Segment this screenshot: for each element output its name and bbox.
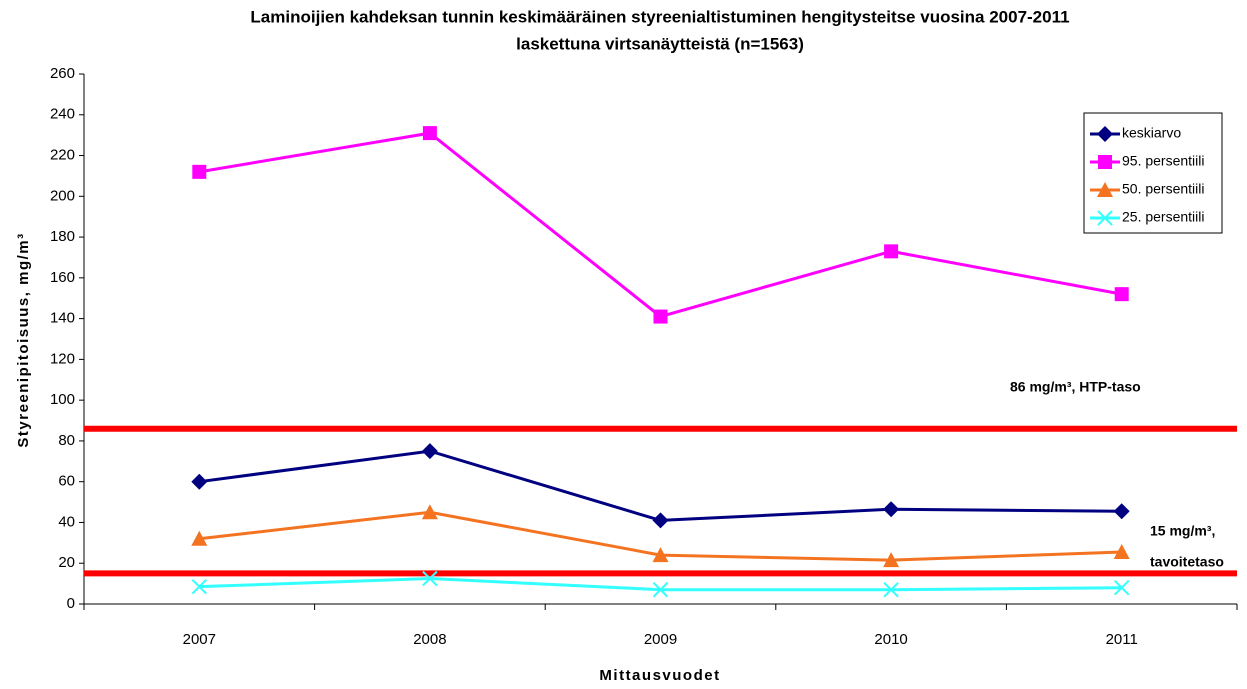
y-tick-label: 180: [50, 228, 75, 245]
marker: [883, 582, 899, 598]
marker: [653, 309, 668, 324]
legend-label: 50. persentiili: [1122, 181, 1205, 197]
marker: [422, 126, 437, 141]
series-line: [199, 131, 1122, 319]
chart-title: laskettuna virtsanäytteistä (n=1563): [516, 34, 804, 53]
marker: [883, 501, 900, 518]
marker: [1113, 544, 1130, 560]
y-tick-label: 200: [50, 187, 75, 204]
y-tick-label: 80: [58, 432, 75, 449]
marker: [1113, 579, 1130, 596]
y-tick-label: 120: [50, 350, 75, 367]
marker: [652, 582, 669, 598]
legend-marker: [1097, 210, 1113, 226]
legend-label: keskiarvo: [1122, 125, 1181, 141]
marker: [883, 552, 900, 568]
series-line: [199, 449, 1122, 522]
x-tick-label: 2007: [183, 631, 216, 648]
y-tick-label: 100: [50, 391, 75, 408]
marker: [421, 443, 438, 460]
y-tick-label: 40: [58, 513, 75, 530]
y-axis-title: Styreenipitoisuus, mg/m³: [15, 232, 32, 447]
x-tick-label: 2011: [1106, 631, 1138, 648]
annotation: tavoitetaso: [1150, 554, 1224, 570]
legend-label: 25. persentiili: [1122, 209, 1205, 225]
marker: [1114, 287, 1129, 302]
marker: [191, 578, 208, 595]
y-tick-label: 220: [50, 147, 75, 164]
y-tick-label: 0: [67, 595, 75, 612]
marker: [884, 244, 899, 259]
marker: [652, 547, 669, 563]
legend-marker: [1097, 126, 1113, 142]
marker: [422, 570, 438, 587]
annotation: 86 mg/m³, HTP-taso: [1010, 379, 1141, 395]
chart-title: Laminoijien kahdeksan tunnin keskimääräi…: [250, 7, 1069, 26]
marker: [192, 164, 207, 179]
marker: [652, 512, 669, 529]
y-tick-label: 60: [58, 473, 75, 490]
y-tick-label: 20: [58, 554, 75, 571]
y-tick-label: 260: [50, 65, 75, 82]
series-line: [199, 577, 1122, 592]
x-tick-label: 2009: [644, 631, 677, 648]
x-axis-title: Mittausvuodet: [599, 667, 720, 684]
y-tick-label: 240: [50, 106, 75, 123]
legend-marker: [1098, 155, 1112, 169]
y-tick-label: 140: [50, 310, 75, 327]
marker: [1113, 503, 1130, 520]
legend-label: 95. persentiili: [1122, 153, 1205, 169]
legend-marker: [1097, 182, 1113, 197]
marker: [191, 473, 208, 490]
x-tick-label: 2008: [413, 631, 446, 648]
y-tick-label: 160: [50, 269, 75, 286]
x-tick-label: 2010: [874, 631, 907, 648]
marker: [191, 530, 208, 546]
marker: [421, 504, 438, 520]
annotation: 15 mg/m³,: [1150, 523, 1215, 539]
